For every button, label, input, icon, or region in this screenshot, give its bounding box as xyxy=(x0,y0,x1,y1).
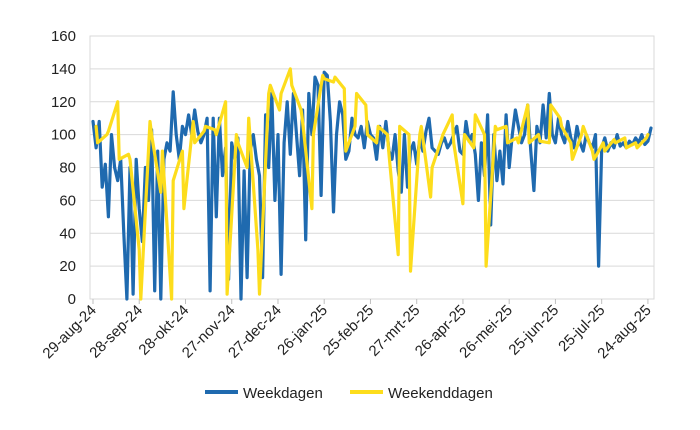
series-group xyxy=(91,67,653,301)
y-tick-label: 40 xyxy=(59,225,76,242)
x-axis: 29-aug-2428-sep-2428-okt-2427-nov-2427-d… xyxy=(39,299,655,362)
y-tick-label: 120 xyxy=(51,94,76,111)
y-tick-label: 0 xyxy=(68,291,76,308)
legend-label-weekdagen: Weekdagen xyxy=(243,385,323,402)
y-tick-label: 100 xyxy=(51,127,76,144)
x-tick-label: 25-jun-25 xyxy=(505,302,562,359)
y-tick-label: 20 xyxy=(59,258,76,275)
y-tick-label: 160 xyxy=(51,28,76,45)
y-axis: 0 20 40 60 80 100 120 140 160 xyxy=(51,28,76,308)
y-tick-label: 60 xyxy=(59,192,76,209)
series-line-weekenddagen xyxy=(94,67,650,301)
y-tick-label: 80 xyxy=(59,160,76,177)
legend-label-weekenddagen: Weekenddagen xyxy=(388,385,493,402)
series-line-weekdagen xyxy=(91,70,653,301)
y-tick-label: 140 xyxy=(51,61,76,78)
legend: Weekdagen Weekenddagen xyxy=(205,385,493,402)
